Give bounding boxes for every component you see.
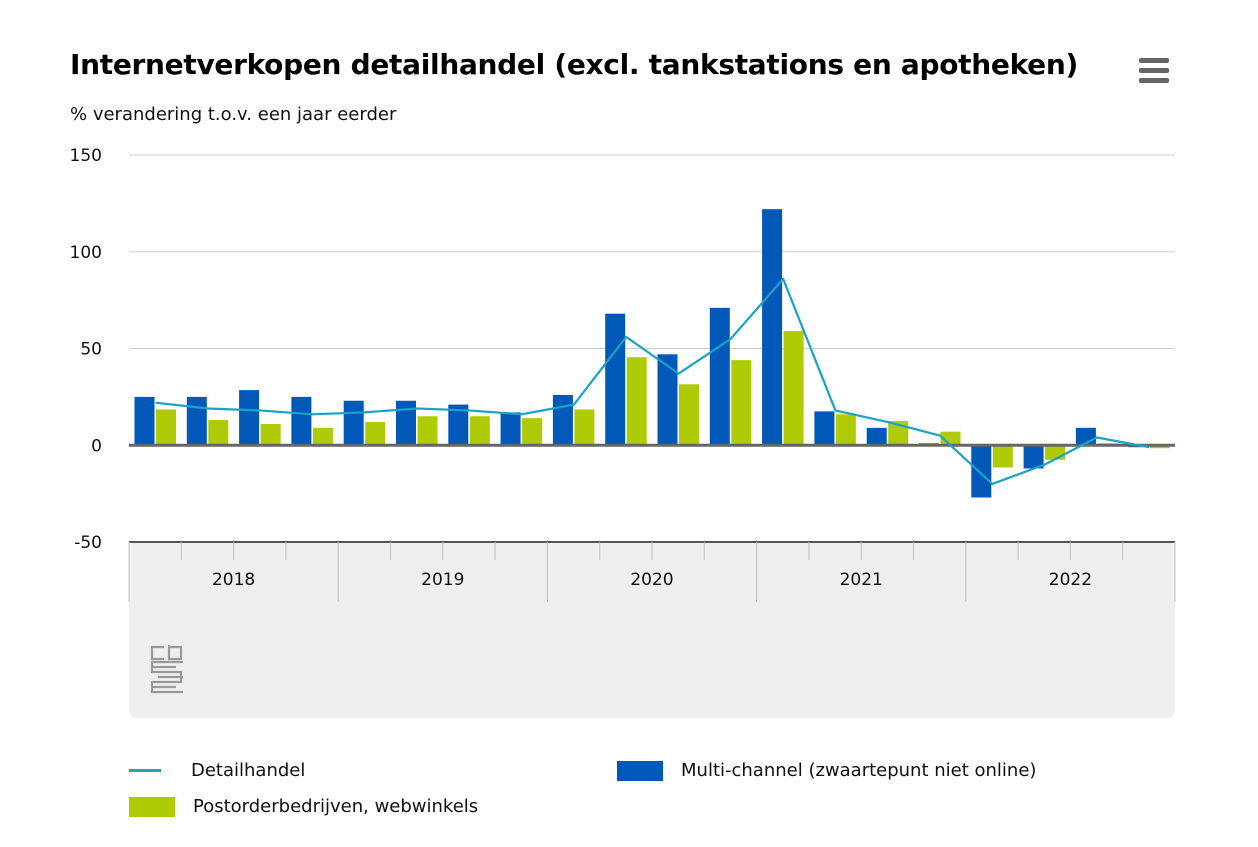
x-year-label: 2020 bbox=[630, 570, 673, 590]
bar-multi-channel bbox=[762, 209, 783, 446]
legend-swatch-multi-channel bbox=[617, 760, 663, 781]
bar-postorder bbox=[417, 416, 438, 446]
bar-multi-channel bbox=[814, 411, 835, 446]
bar-postorder bbox=[365, 422, 386, 446]
bar-postorder bbox=[156, 409, 176, 446]
bar-multi-channel bbox=[343, 400, 364, 446]
bar-postorder bbox=[312, 427, 333, 446]
bar-multi-channel bbox=[1023, 445, 1044, 469]
bar-postorder bbox=[992, 445, 1013, 468]
cbs-logo bbox=[150, 645, 183, 694]
x-year-label: 2019 bbox=[421, 570, 464, 590]
bar-postorder bbox=[574, 409, 595, 446]
legend-line-swatch bbox=[129, 769, 161, 772]
x-year-label: 2021 bbox=[840, 570, 883, 590]
bar-multi-channel bbox=[396, 400, 416, 446]
x-axis: 2018 2019 2020 2021 2022 bbox=[128, 541, 1176, 602]
bar-multi-channel bbox=[239, 390, 260, 446]
bar-multi-channel bbox=[971, 445, 992, 498]
bar-multi-channel bbox=[709, 307, 730, 446]
x-axis-band bbox=[129, 542, 1175, 718]
y-tick-label: 0 bbox=[91, 436, 102, 456]
bar-postorder bbox=[1045, 445, 1066, 460]
y-tick-label: 100 bbox=[70, 243, 102, 263]
bar-postorder bbox=[783, 331, 804, 446]
legend-label-postorder: Postorderbedrijven, webwinkels bbox=[193, 796, 479, 817]
legend-label-multi-channel: Multi-channel (zwaartepunt niet online) bbox=[681, 760, 1037, 781]
bar-multi-channel bbox=[291, 396, 312, 446]
legend-item-postorder[interactable]: Postorderbedrijven, webwinkels bbox=[129, 796, 478, 817]
bar-multi-channel bbox=[186, 396, 207, 446]
bar-postorder bbox=[260, 423, 281, 446]
bar-multi-channel bbox=[866, 427, 887, 446]
y-tick-label: -50 bbox=[74, 533, 102, 553]
legend-label-detailhandel: Detailhandel bbox=[191, 760, 306, 781]
legend-item-detailhandel[interactable]: Detailhandel bbox=[129, 760, 305, 781]
bar-multi-channel bbox=[657, 354, 678, 446]
bar-series bbox=[129, 209, 1175, 498]
gridlines bbox=[129, 154, 1175, 349]
y-tick-label: 50 bbox=[80, 340, 102, 360]
bar-postorder bbox=[731, 360, 752, 446]
y-axis-ticks: 150 100 50 0 -50 bbox=[70, 146, 102, 553]
bar-multi-channel bbox=[134, 396, 155, 446]
bar-postorder bbox=[469, 416, 490, 446]
bar-postorder bbox=[835, 414, 856, 446]
bar-multi-channel bbox=[500, 412, 521, 446]
x-year-label: 2018 bbox=[212, 570, 255, 590]
chart-subtitle: % verandering t.o.v. een jaar eerder bbox=[70, 104, 397, 125]
legend-item-multi-channel[interactable]: Multi-channel (zwaartepunt niet online) bbox=[617, 760, 1036, 781]
y-tick-label: 150 bbox=[70, 146, 102, 166]
chart-title: Internetverkopen detailhandel (excl. tan… bbox=[70, 48, 1078, 81]
bar-postorder bbox=[522, 418, 543, 446]
line-detailhandel bbox=[155, 277, 1150, 486]
bar-multi-channel bbox=[448, 404, 469, 446]
bar-postorder bbox=[626, 357, 647, 446]
legend-swatch-postorder bbox=[129, 796, 175, 817]
bar-postorder bbox=[208, 420, 229, 446]
x-year-label: 2022 bbox=[1049, 570, 1092, 590]
bar-multi-channel bbox=[605, 313, 626, 446]
line-series bbox=[155, 277, 1150, 486]
bar-multi-channel bbox=[552, 394, 573, 446]
bar-postorder bbox=[679, 384, 699, 446]
hamburger-menu-icon[interactable] bbox=[1136, 58, 1172, 90]
